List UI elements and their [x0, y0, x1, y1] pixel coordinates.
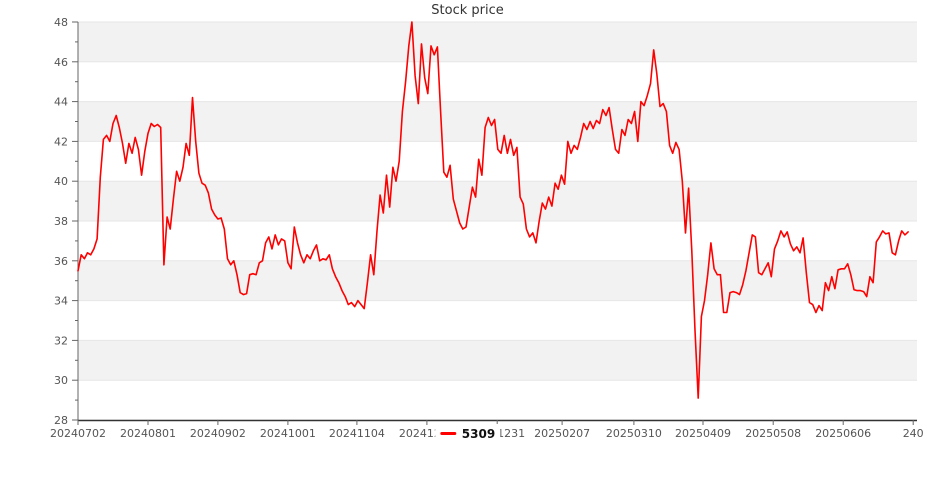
svg-text:32: 32	[54, 334, 68, 347]
svg-text:30: 30	[54, 374, 68, 387]
svg-text:20250606: 20250606	[815, 427, 871, 440]
chart-title: Stock price	[431, 3, 504, 18]
svg-text:48: 48	[54, 16, 68, 29]
legend-item-5309[interactable]: 5309	[434, 424, 501, 443]
svg-text:20250409: 20250409	[675, 427, 731, 440]
svg-text:44: 44	[54, 96, 68, 109]
svg-text:46: 46	[54, 56, 68, 69]
svg-text:20241001: 20241001	[260, 427, 316, 440]
svg-text:20240902: 20240902	[190, 427, 246, 440]
svg-text:40: 40	[54, 175, 68, 188]
svg-text:36: 36	[54, 255, 68, 268]
svg-text:38: 38	[54, 215, 68, 228]
svg-text:20241104: 20241104	[329, 427, 385, 440]
svg-text:34: 34	[54, 295, 68, 308]
svg-text:28: 28	[54, 414, 68, 427]
svg-text:20250508: 20250508	[745, 427, 801, 440]
svg-text:42: 42	[54, 135, 68, 148]
svg-text:20240702: 20240702	[50, 427, 106, 440]
legend-series-label: 5309	[461, 426, 496, 441]
svg-text:20250310: 20250310	[606, 427, 662, 440]
svg-text:240: 240	[903, 427, 924, 440]
svg-text:20250207: 20250207	[534, 427, 590, 440]
legend-series-marker-icon	[439, 432, 456, 435]
svg-text:20240801: 20240801	[120, 427, 176, 440]
